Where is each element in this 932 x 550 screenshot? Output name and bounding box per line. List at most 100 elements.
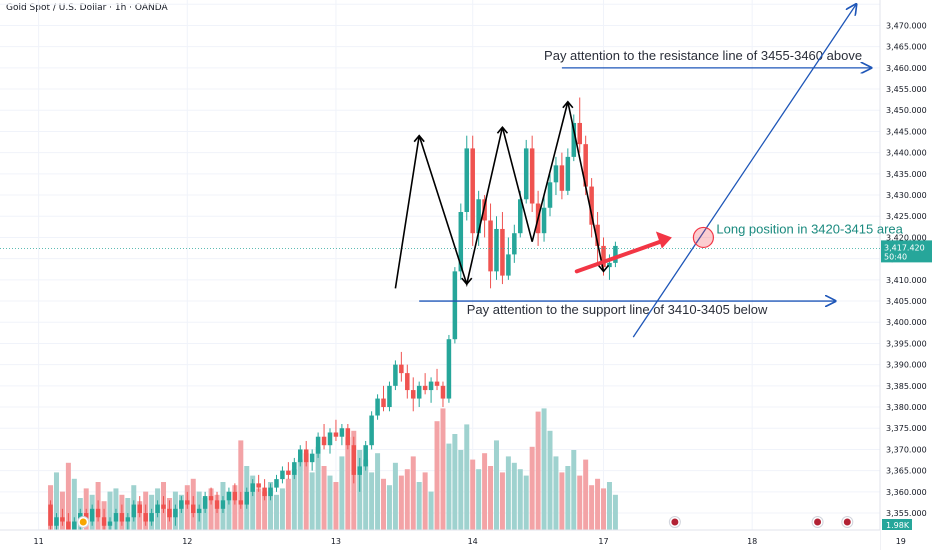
volume-bar: [565, 466, 571, 530]
y-tick-label: 3,395.000: [886, 339, 927, 348]
volume-bar: [309, 472, 315, 530]
candle: [250, 483, 255, 492]
candle: [464, 148, 470, 212]
volume-bar: [499, 472, 505, 530]
zigzag-arrowhead: [597, 264, 610, 273]
trend-arrow: [632, 4, 856, 338]
candle: [345, 428, 351, 446]
candle: [54, 517, 59, 526]
volume-bar: [208, 488, 214, 530]
candle: [143, 513, 148, 522]
candle: [137, 504, 142, 514]
candle: [113, 513, 119, 522]
candle: [280, 470, 285, 480]
volume-bar: [262, 491, 268, 530]
red-arrow-shaft: [574, 238, 666, 274]
y-tick-label: 3,450.000: [886, 106, 927, 115]
long-position-marker: [692, 226, 715, 249]
candle: [458, 212, 464, 272]
y-tick-label: 3,435.000: [886, 170, 927, 179]
volume-bar: [440, 408, 446, 530]
y-tick-label: 3,390.000: [886, 361, 927, 370]
volume-bar: [297, 459, 303, 530]
y-tick-label: 3,445.000: [886, 127, 927, 136]
volume-bar: [65, 462, 71, 530]
candle: [333, 432, 339, 437]
candle: [60, 517, 65, 522]
volume-bar: [226, 491, 232, 530]
volume-bar: [606, 482, 612, 530]
volume-bar: [553, 456, 559, 530]
y-tick-label: 3,440.000: [886, 149, 927, 158]
candle: [607, 262, 612, 268]
volume-bar: [315, 446, 321, 530]
volume-bar: [577, 475, 583, 530]
volume-bar: [375, 453, 381, 530]
volume-bar: [523, 475, 529, 530]
chart-title: Gold Spot / U.S. Dollar · 1h · OANDA: [6, 3, 168, 13]
volume-bar: [601, 488, 607, 530]
y-tick-label: 3,365.000: [886, 467, 927, 476]
candle: [155, 504, 160, 514]
volume-bar: [464, 424, 470, 530]
candle: [416, 385, 422, 399]
volume-bar: [488, 466, 494, 530]
volume-bar: [256, 488, 262, 530]
y-tick-label: 3,410.000: [886, 276, 927, 285]
candle: [274, 479, 279, 488]
candle: [190, 504, 196, 514]
candle: [523, 148, 529, 200]
candle: [149, 513, 154, 522]
volume-bar: [428, 491, 434, 530]
last-price-value: 3,417.420: [884, 243, 925, 252]
zigzag-arrowhead: [496, 125, 509, 134]
candlestick-series: [48, 97, 618, 535]
volume-bar: [53, 472, 59, 530]
volume-value: 1.98K: [886, 521, 910, 530]
volume-bar: [327, 475, 333, 530]
volume-bar: [541, 408, 547, 530]
y-tick-label: 3,385.000: [886, 382, 927, 391]
volume-bar: [369, 472, 375, 530]
candle: [613, 245, 618, 263]
x-tick-label: 12: [182, 537, 192, 546]
zigzag-arrowhead: [413, 134, 425, 143]
flash-icon: [77, 516, 90, 528]
candle: [529, 148, 535, 204]
candle: [583, 144, 588, 187]
y-tick-label: 3,455.000: [886, 85, 927, 94]
y-tick-label: 3,465.000: [886, 43, 927, 52]
us-flag-icon: [668, 516, 681, 528]
candle: [589, 186, 594, 225]
candle: [208, 496, 214, 501]
candle: [410, 390, 416, 399]
volume-bar: [422, 472, 428, 530]
candle: [595, 224, 600, 246]
candle: [470, 148, 475, 234]
long-position-label: Long position in 3420-3415 area: [716, 221, 903, 236]
candle: [161, 504, 166, 509]
candle: [339, 428, 345, 437]
candle: [179, 500, 184, 509]
candle: [303, 449, 309, 463]
volume-bar: [470, 459, 476, 530]
candle: [363, 445, 368, 467]
volume-bar: [273, 494, 279, 530]
candle: [119, 513, 125, 522]
candle: [238, 500, 244, 505]
candle: [286, 470, 291, 475]
support-label: Pay attention to the support line of 341…: [467, 302, 768, 317]
candle: [125, 517, 131, 522]
x-tick-label: 14: [468, 537, 478, 546]
volume-bar: [285, 478, 291, 530]
x-tick-label: 13: [331, 537, 341, 546]
candle: [292, 462, 297, 475]
y-tick-label: 3,470.000: [886, 21, 927, 30]
candle: [405, 373, 410, 391]
x-tick-label: 17: [598, 537, 608, 546]
annotation-layer: Pay attention to the resistance line of …: [394, 4, 904, 338]
volume-bar: [250, 475, 256, 530]
volume-bar: [268, 482, 274, 530]
